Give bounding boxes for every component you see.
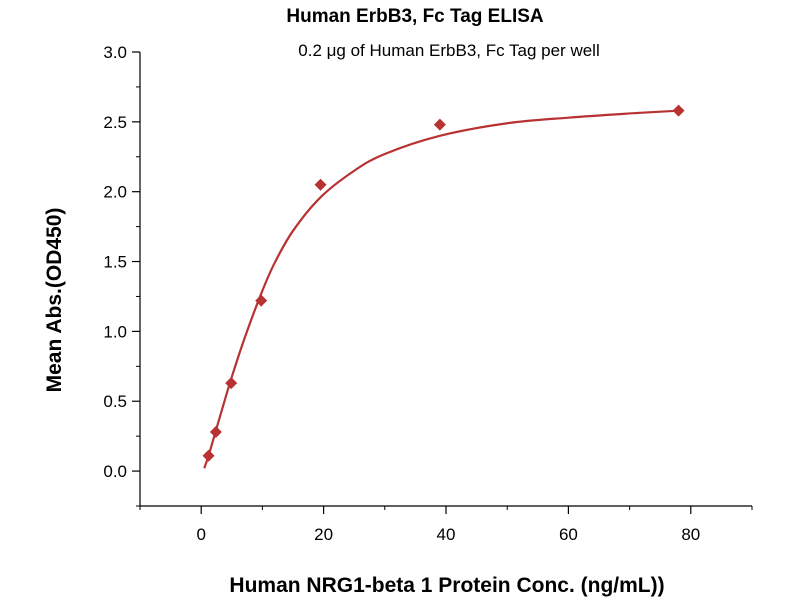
x-axis-label: Human NRG1-beta 1 Protein Conc. (ng/mL)) bbox=[229, 574, 664, 597]
y-tick-label: 0.5 bbox=[103, 392, 127, 411]
chart-subtitle: 0.2 μg of Human ErbB3, Fc Tag per well bbox=[298, 41, 599, 60]
y-tick-label: 0.0 bbox=[103, 462, 127, 481]
y-tick-label: 1.5 bbox=[103, 253, 127, 272]
data-point bbox=[672, 104, 685, 117]
y-tick-label: 1.0 bbox=[103, 322, 127, 341]
x-tick-label: 20 bbox=[314, 525, 333, 544]
data-point bbox=[255, 294, 268, 307]
chart-title: Human ErbB3, Fc Tag ELISA bbox=[286, 6, 544, 27]
x-tick-label: 0 bbox=[196, 525, 205, 544]
x-tick-label: 40 bbox=[437, 525, 456, 544]
data-point bbox=[433, 118, 446, 131]
x-tick-label: 60 bbox=[559, 525, 578, 544]
y-tick-label: 2.5 bbox=[103, 113, 127, 132]
data-point bbox=[314, 178, 327, 191]
fit-curve bbox=[203, 109, 679, 469]
fit-curve-layer bbox=[203, 109, 679, 469]
y-tick-label: 2.0 bbox=[103, 183, 127, 202]
x-tick-label: 80 bbox=[681, 525, 700, 544]
data-point bbox=[202, 449, 215, 462]
data-points-layer bbox=[202, 104, 685, 462]
y-axis-label: Mean Abs.(OD450) bbox=[43, 208, 66, 393]
data-point bbox=[225, 377, 238, 390]
y-tick-label: 3.0 bbox=[103, 43, 127, 62]
axes: 0.0 0.5 1.0 1.5 2.0 2.5 3.0 0 20 40 60 80 bbox=[103, 43, 753, 544]
data-point bbox=[209, 425, 222, 438]
